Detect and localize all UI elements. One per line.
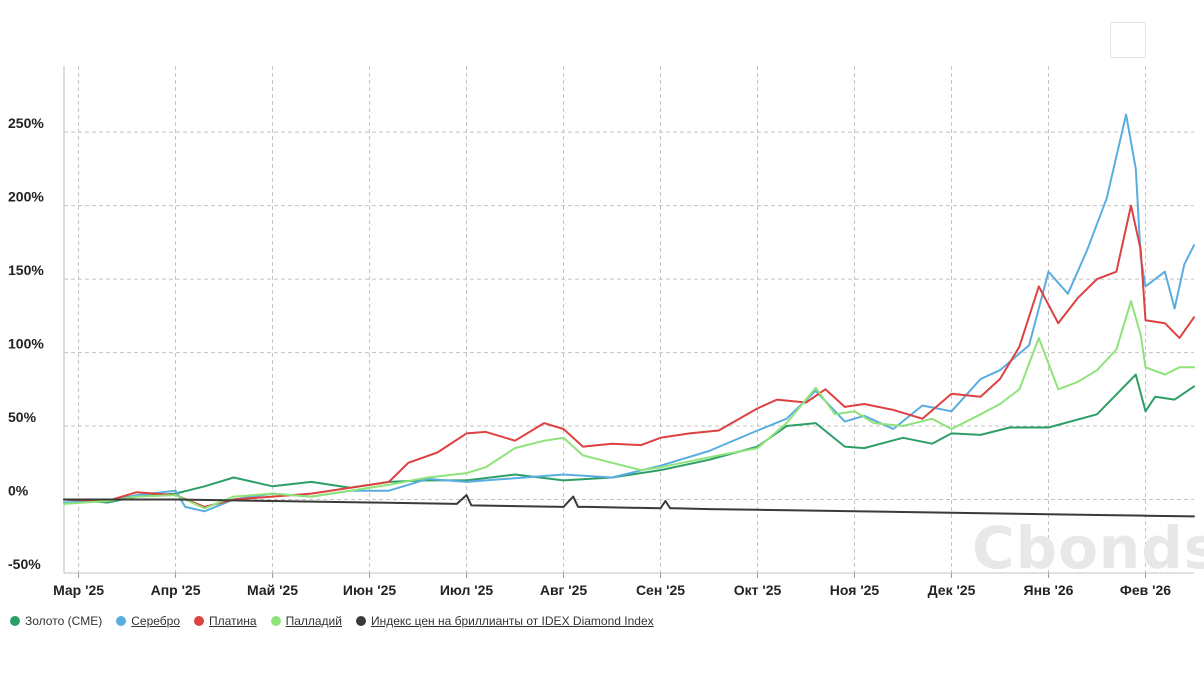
x-tick-label: Ноя '25 bbox=[830, 582, 880, 598]
y-tick-label: 200% bbox=[8, 189, 44, 205]
legend-label: Палладий bbox=[285, 614, 342, 628]
y-tick-label: 150% bbox=[8, 262, 44, 278]
x-tick-label: Мар '25 bbox=[53, 582, 104, 598]
y-tick-label: 250% bbox=[8, 115, 44, 131]
legend-item[interactable]: Платина bbox=[194, 614, 257, 628]
x-tick-label: Сен '25 bbox=[636, 582, 685, 598]
series-line-1 bbox=[63, 373, 1195, 504]
x-tick-label: Янв '26 bbox=[1024, 582, 1074, 598]
x-axis-tick-labels: Мар '25 Апр '25 Май '25 Июн '25 Июл '25 Авг '… bbox=[53, 582, 1171, 598]
chart-menu-button[interactable] bbox=[1110, 22, 1146, 58]
legend-marker bbox=[10, 616, 20, 626]
legend-label: Золото (CME) bbox=[25, 614, 103, 628]
x-tick-label: Май '25 bbox=[247, 582, 298, 598]
legend-marker bbox=[270, 616, 281, 626]
series-line-4 bbox=[63, 300, 1195, 510]
y-tick-label: 100% bbox=[8, 336, 44, 352]
legend-marker bbox=[355, 616, 366, 626]
series-line-2 bbox=[63, 113, 1195, 513]
x-tick-label: Июл '25 bbox=[440, 582, 494, 598]
legend-marker bbox=[116, 616, 127, 626]
legend-item[interactable]: Серебро bbox=[116, 614, 180, 628]
watermark: Cbonds bbox=[972, 514, 1204, 582]
legend-item[interactable]: Индекс цен на бриллианты от IDEX Diamond… bbox=[355, 614, 654, 628]
series-line-5 bbox=[63, 494, 1195, 518]
legend-label: Индекс цен на бриллианты от IDEX Diamond… bbox=[370, 614, 654, 628]
x-tick-label: Фев '26 bbox=[1120, 582, 1171, 598]
x-tick-label: Окт '25 bbox=[734, 582, 782, 598]
x-tick-label: Дек '25 bbox=[928, 582, 976, 598]
y-tick-label: -50% bbox=[8, 556, 41, 572]
legend-item[interactable]: Золото (CME) bbox=[10, 614, 102, 628]
x-tick-label: Апр '25 bbox=[151, 582, 201, 598]
x-tick-label: Июн '25 bbox=[343, 582, 396, 598]
legend-marker bbox=[194, 616, 205, 626]
chart-plot-area bbox=[63, 113, 1195, 518]
y-tick-label: 50% bbox=[8, 409, 37, 425]
chart-legend: Золото (CME) Серебро Платина Палладий Индекс… bbox=[10, 612, 668, 630]
legend-label: Платина bbox=[209, 614, 257, 628]
series-line-3 bbox=[63, 204, 1195, 508]
legend-item[interactable]: Палладий bbox=[270, 614, 342, 628]
legend-label: Серебро bbox=[131, 614, 181, 628]
y-tick-label: 0% bbox=[8, 483, 29, 499]
y-axis-tick-labels: -50% 0% 50% 100% 150% 200% 250% bbox=[8, 115, 44, 572]
x-tick-label: Авг '25 bbox=[540, 582, 588, 598]
